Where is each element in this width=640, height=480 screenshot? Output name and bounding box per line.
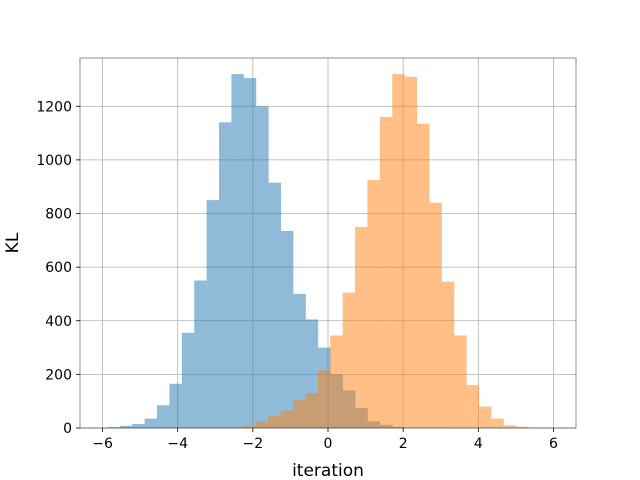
histogram-bar-series-1 bbox=[181, 332, 195, 428]
x-tick-label: 6 bbox=[549, 436, 558, 452]
histogram-bar-series-1 bbox=[107, 427, 120, 428]
histogram-bar-series-1 bbox=[293, 293, 306, 428]
histogram-bar-series-2 bbox=[243, 425, 256, 428]
histogram-bar-series-2 bbox=[293, 399, 306, 428]
histogram-bar-series-2 bbox=[280, 410, 294, 428]
y-tick-label: 1200 bbox=[36, 99, 72, 115]
histogram-bar-series-2 bbox=[454, 335, 467, 428]
x-tick-label: −6 bbox=[92, 436, 113, 452]
histogram-bar-series-1 bbox=[132, 423, 145, 428]
histogram-bar-series-1 bbox=[243, 78, 257, 428]
histogram-bar-series-2 bbox=[317, 370, 331, 428]
x-tick-label: −4 bbox=[167, 436, 188, 452]
y-tick-label: 0 bbox=[63, 421, 72, 437]
histogram-bar-series-2 bbox=[355, 226, 368, 428]
histogram-bar-series-2 bbox=[330, 335, 343, 428]
y-tick-label: 600 bbox=[45, 260, 72, 276]
histogram-bar-series-2 bbox=[255, 421, 269, 428]
histogram-bar-series-1 bbox=[206, 200, 220, 428]
x-tick-label: 0 bbox=[324, 436, 333, 452]
histogram-bar-series-1 bbox=[157, 405, 170, 428]
histogram-bar-series-2 bbox=[441, 281, 455, 428]
histogram-bar-series-2 bbox=[392, 74, 405, 428]
histogram-bar-series-2 bbox=[417, 123, 430, 428]
histogram-bar-series-1 bbox=[119, 425, 133, 428]
histogram-bar-series-2 bbox=[367, 179, 380, 428]
y-axis-label: KL bbox=[3, 232, 23, 253]
histogram-bar-series-2 bbox=[305, 393, 318, 428]
y-tick-label: 1000 bbox=[36, 153, 72, 169]
histogram-bar-series-1 bbox=[144, 418, 158, 428]
histogram-bar-series-1 bbox=[194, 280, 207, 428]
x-tick-label: −2 bbox=[243, 436, 264, 452]
y-tick-label: 400 bbox=[45, 314, 72, 330]
histogram-bar-series-2 bbox=[516, 426, 529, 428]
x-axis-label: iteration bbox=[292, 461, 364, 480]
histogram-bar-series-2 bbox=[503, 425, 517, 428]
x-tick-label: 4 bbox=[474, 436, 483, 452]
histogram-bar-series-1 bbox=[281, 230, 294, 428]
y-tick-label: 800 bbox=[45, 207, 72, 223]
histogram-bar-series-2 bbox=[379, 116, 393, 428]
histogram-bar-series-1 bbox=[256, 106, 269, 429]
y-tick-label: 200 bbox=[45, 367, 72, 383]
histogram-bar-series-2 bbox=[479, 406, 492, 428]
histogram-bar-series-1 bbox=[231, 74, 244, 428]
histogram-bar-series-2 bbox=[268, 415, 281, 428]
axis-ticks: −6 −4 −2 0 2 4 6 0 200 400 600 800 1000 1200 bbox=[36, 99, 558, 452]
histogram-bar-series-1 bbox=[268, 182, 282, 428]
histogram-bar-series-2 bbox=[491, 418, 504, 428]
histogram-bar-series-2 bbox=[466, 385, 480, 428]
histogram-bar-series-2 bbox=[404, 76, 418, 428]
histogram-bar-series-2 bbox=[429, 202, 442, 428]
histogram-bar-series-1 bbox=[169, 383, 182, 428]
histogram-bars bbox=[107, 74, 542, 429]
histogram-bar-series-2 bbox=[342, 292, 356, 428]
x-tick-label: 2 bbox=[399, 436, 408, 452]
histogram-bar-series-1 bbox=[219, 122, 232, 428]
